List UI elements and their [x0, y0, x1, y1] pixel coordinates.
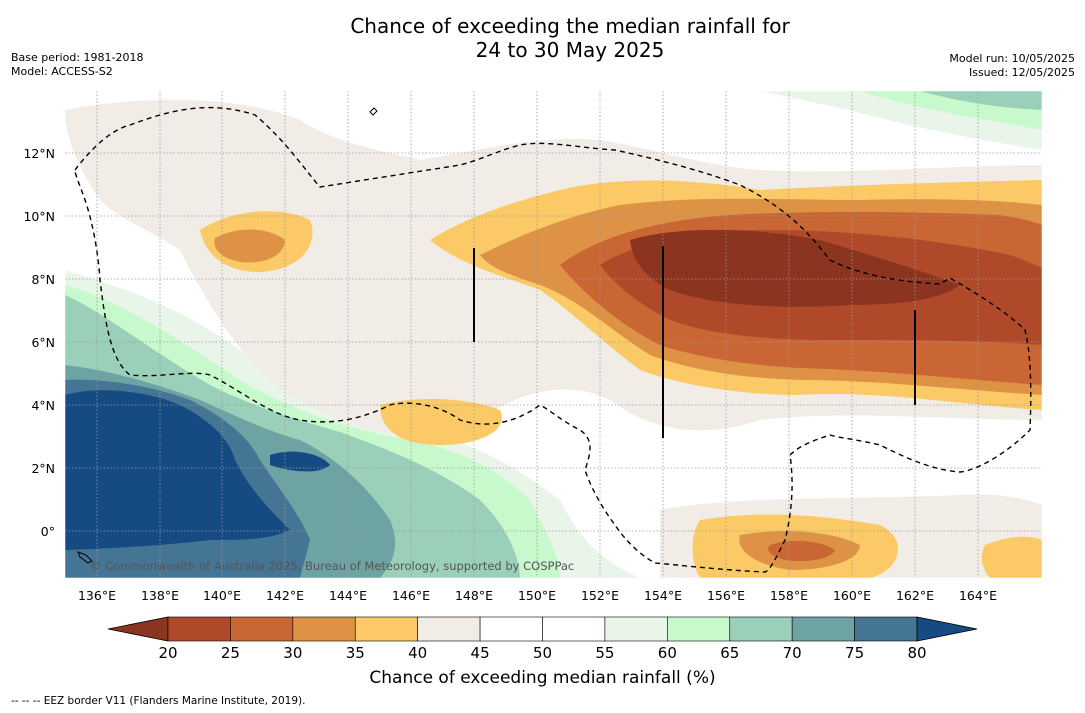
- prob-above-80-region: [65, 390, 290, 550]
- base-period: Base period: 1981-2018: [11, 51, 144, 64]
- lon-label: 140°E: [203, 588, 241, 603]
- lon-label: 152°E: [581, 588, 619, 603]
- island-shape: [369, 107, 378, 116]
- colorbar-tick-label: 80: [907, 644, 926, 662]
- model-run: Model run: 10/05/2025: [949, 52, 1075, 65]
- colorbar-title: Chance of exceeding median rainfall (%): [369, 668, 716, 688]
- colorbar-swatch: [542, 616, 606, 642]
- colorbar-swatch: [854, 616, 918, 642]
- meta-left: Base period: 1981-2018 Model: ACCESS-S2: [11, 51, 143, 79]
- lon-label: 164°E: [959, 588, 997, 603]
- colorbar-swatch: [479, 616, 543, 642]
- colorbar-tick-label: 25: [221, 644, 240, 662]
- colorbar-swatch: [417, 616, 481, 642]
- lat-label: 0°: [41, 524, 55, 539]
- issued-date: Issued: 12/05/2025: [968, 66, 1075, 79]
- lat-label: 8°N: [31, 272, 55, 287]
- colorbar-extend-low: [107, 616, 169, 642]
- lat-label: 6°N: [31, 335, 55, 350]
- colorbar-swatch: [354, 616, 418, 642]
- prob-35-40-patch-se: [981, 536, 1042, 578]
- colorbar-swatch: [667, 616, 731, 642]
- colorbar-swatch: [292, 616, 356, 642]
- lon-label: 138°E: [141, 588, 179, 603]
- title-line-2: 24 to 30 May 2025: [475, 38, 665, 62]
- colorbar-tick-label: 70: [783, 644, 802, 662]
- lon-label: 146°E: [392, 588, 430, 603]
- colorbar-swatch: [167, 616, 231, 642]
- eez-footnote: -- -- -- EEZ border V11 (Flanders Marine…: [11, 695, 306, 707]
- map-title: Chance of exceeding the median rainfall …: [270, 14, 870, 62]
- lat-label: 2°N: [31, 461, 55, 476]
- lon-label: 154°E: [644, 588, 682, 603]
- map-frame: [64, 90, 1043, 579]
- colorbar-swatch: [604, 616, 668, 642]
- colorbar-tick-label: 60: [658, 644, 677, 662]
- lat-label: 12°N: [23, 146, 55, 161]
- lat-axis: 12°N 10°N 8°N 6°N 4°N 2°N 0°: [23, 146, 55, 539]
- lon-label: 150°E: [518, 588, 556, 603]
- lon-label: 144°E: [329, 588, 367, 603]
- colorbar-tick-label: 65: [720, 644, 739, 662]
- lon-label: 162°E: [896, 588, 934, 603]
- lon-label: 158°E: [770, 588, 808, 603]
- colorbar-tick-label: 50: [533, 644, 552, 662]
- lon-label: 136°E: [78, 588, 116, 603]
- lon-label: 148°E: [455, 588, 493, 603]
- prob-below-20-region: [630, 229, 960, 307]
- prob-35-40-patch-mid: [380, 398, 502, 445]
- graticule: [65, 91, 1042, 578]
- lon-label: 142°E: [266, 588, 304, 603]
- lon-label: 156°E: [707, 588, 745, 603]
- colorbar-tick-label: 35: [346, 644, 365, 662]
- lat-label: 10°N: [23, 209, 55, 224]
- title-line-1: Chance of exceeding the median rainfall …: [350, 14, 790, 38]
- colorbar: 20 25 30 35 40 45 50 55 60 65 70 75 80: [107, 616, 978, 662]
- lon-label: 160°E: [833, 588, 871, 603]
- colorbar-tick-label: 20: [158, 644, 177, 662]
- colorbar-swatch: [230, 616, 294, 642]
- lon-axis: 136°E 138°E 140°E 142°E 144°E 146°E 148°…: [78, 588, 997, 603]
- model-name: Model: ACCESS-S2: [11, 65, 113, 78]
- colorbar-tick-label: 40: [408, 644, 427, 662]
- colorbar-extend-high: [916, 616, 978, 642]
- prob-25-30-patch-south: [768, 540, 835, 562]
- colorbar-swatch: [729, 616, 793, 642]
- colorbar-swatch: [791, 616, 855, 642]
- map-area: [65, 91, 1042, 578]
- colorbar-tick-label: 30: [283, 644, 302, 662]
- lat-label: 4°N: [31, 398, 55, 413]
- colorbar-tick-label: 55: [595, 644, 614, 662]
- prob-30-35-patch-west: [214, 229, 285, 263]
- meta-right: Model run: 10/05/2025 Issued: 12/05/2025: [949, 52, 1075, 80]
- colorbar-tick-label: 45: [471, 644, 490, 662]
- prob-65-70-region-ne: [920, 91, 1042, 110]
- eez-border: [74, 106, 1032, 573]
- coastline-shape: [77, 551, 93, 564]
- colorbar-tick-label: 75: [845, 644, 864, 662]
- copyright-text: © Commonwealth of Australia 2025, Bureau…: [90, 559, 574, 573]
